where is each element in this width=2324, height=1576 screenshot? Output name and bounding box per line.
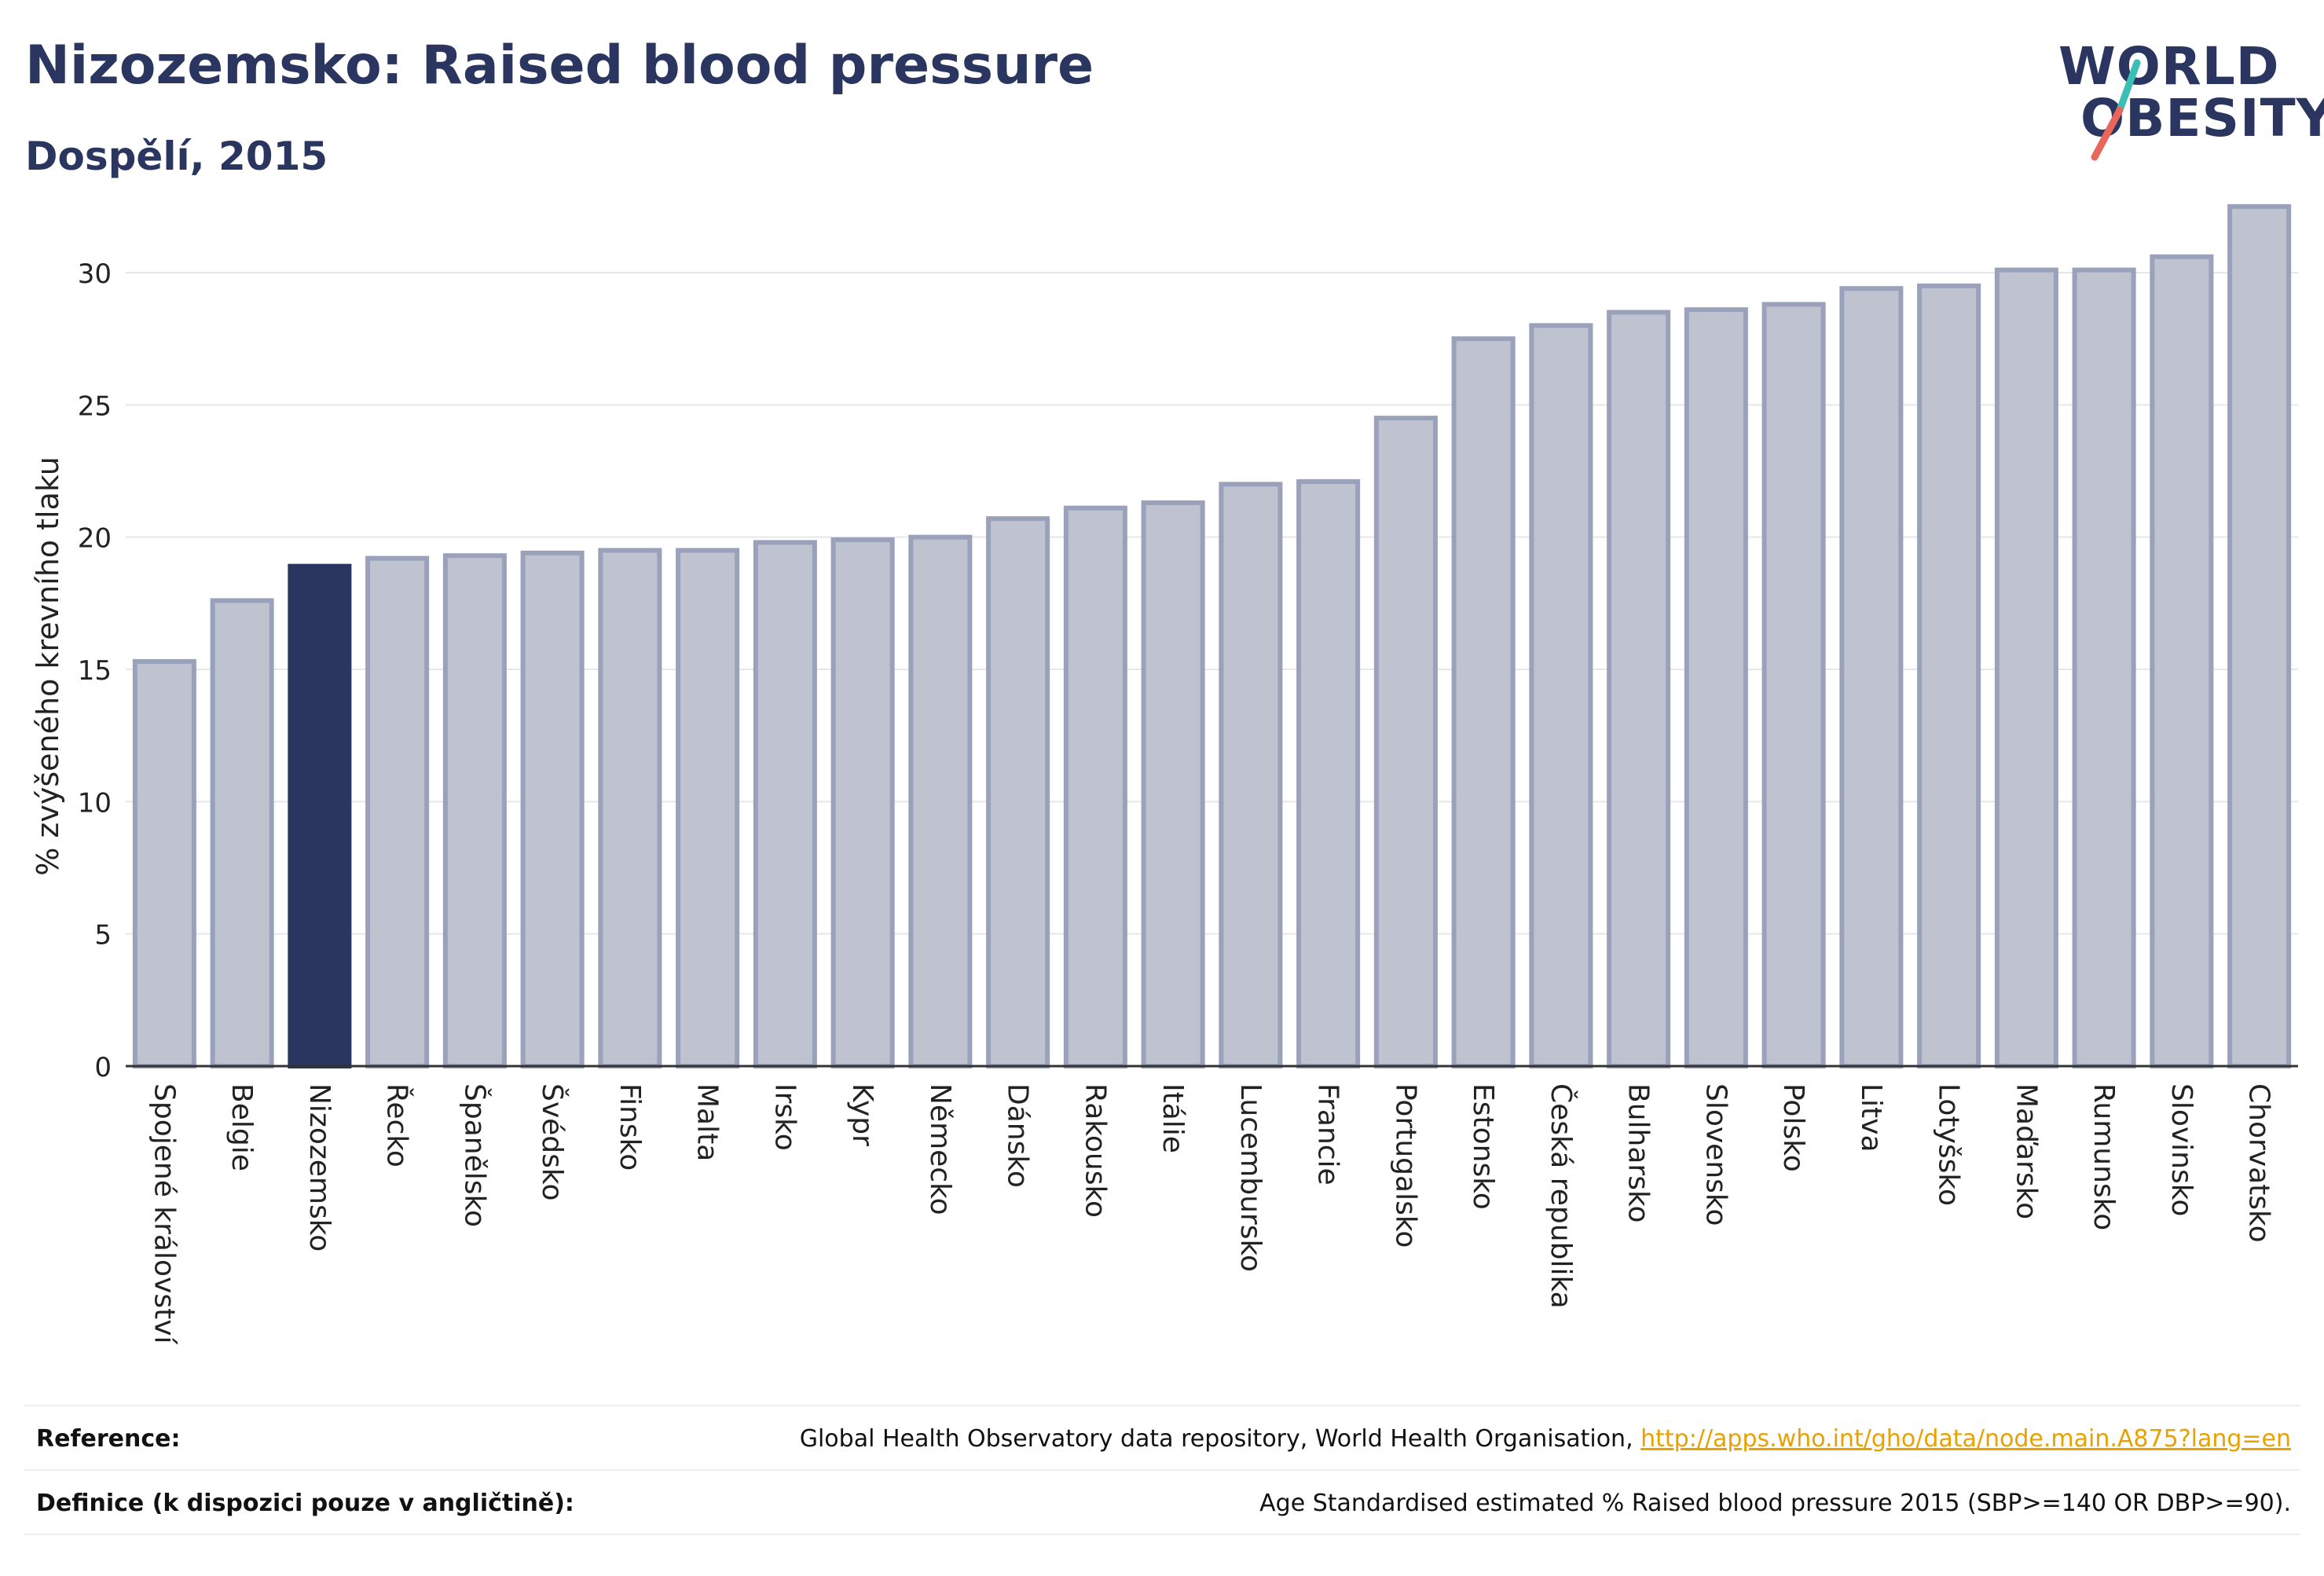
bar-5: [520, 550, 585, 1068]
x-tick-label: Dánsko: [1002, 1083, 1034, 1188]
x-tick-label: Lotyšsko: [1933, 1083, 1965, 1206]
bar-8: [753, 540, 817, 1068]
x-tick-label: Belgie: [225, 1083, 258, 1171]
chart-bars: [132, 203, 2292, 1069]
x-tick-label: Itálie: [1157, 1083, 1189, 1153]
x-tick-label: Estonsko: [1467, 1083, 1499, 1210]
reference-link[interactable]: http://apps.who.int/gho/data/node.main.A…: [1640, 1425, 2291, 1453]
y-axis-label: % zvýšeného krevního tlaku: [31, 456, 65, 876]
footer-divider-top: [24, 1405, 2300, 1406]
x-tick-label: Česká republika: [1545, 1083, 1578, 1309]
bar-27: [2227, 203, 2292, 1068]
x-tick-label: Slovinsko: [2165, 1083, 2198, 1216]
x-tick-label: Francie: [1312, 1083, 1344, 1186]
reference-value: Global Health Observatory data repositor…: [800, 1425, 2291, 1453]
bar-20: [1684, 307, 1748, 1068]
footer-divider-middle: [24, 1469, 2300, 1471]
logo-line-1: WORLD: [2058, 36, 2280, 97]
bar-9: [830, 537, 895, 1068]
bar-10: [908, 534, 973, 1068]
bar-13: [1141, 500, 1205, 1068]
y-tick-label: 20: [78, 523, 112, 555]
reference-text: Global Health Observatory data repositor…: [799, 1425, 1641, 1453]
bar-17: [1451, 336, 1516, 1068]
bar-12: [1063, 505, 1127, 1068]
bar-24: [1994, 267, 2058, 1068]
page-title: Nizozemsko: Raised blood pressure: [25, 35, 1094, 97]
world-obesity-logo: WORLD OBESITY: [2051, 31, 2324, 165]
x-tick-label: Lucembursko: [1234, 1083, 1266, 1272]
x-tick-label: Rumunsko: [2088, 1083, 2120, 1230]
reference-label: Reference:: [36, 1425, 181, 1453]
y-tick-label: 0: [94, 1052, 112, 1083]
bar-4: [442, 553, 507, 1068]
x-tick-label: Bulharsko: [1622, 1083, 1655, 1223]
bar-2: [288, 563, 352, 1068]
bar-16: [1373, 416, 1438, 1068]
bar-7: [676, 548, 740, 1068]
bar-18: [1529, 323, 1593, 1069]
x-tick-label: Slovensko: [1699, 1083, 1732, 1226]
x-tick-label: Řecko: [381, 1083, 414, 1167]
x-tick-label: Rakousko: [1079, 1083, 1111, 1218]
bar-21: [1761, 302, 1826, 1068]
bar-22: [1839, 286, 1904, 1068]
x-tick-label: Portugalsko: [1389, 1083, 1421, 1248]
x-tick-label: Spojené království: [148, 1083, 180, 1345]
x-tick-label: Maďarsko: [2010, 1083, 2042, 1219]
bar-0: [132, 658, 196, 1068]
bar-19: [1607, 310, 1671, 1068]
x-tick-label: Polsko: [1777, 1083, 1809, 1172]
y-tick-label: 10: [78, 787, 112, 819]
y-tick-label: 25: [78, 390, 112, 422]
x-tick-label: Irsko: [768, 1083, 801, 1151]
bar-chart: 0 5 10 15 20 25 30 Spojené království Belgie Niz…: [31, 203, 2298, 1345]
x-tick-label: Finsko: [614, 1083, 646, 1171]
x-tick-label: Kypr: [846, 1083, 878, 1146]
bar-3: [365, 555, 430, 1068]
x-tick-label: Chorvatsko: [2243, 1083, 2275, 1243]
bar-25: [2072, 267, 2136, 1068]
bar-11: [986, 516, 1050, 1068]
x-tick-label: Švédsko: [536, 1083, 569, 1201]
y-tick-label: 30: [78, 258, 112, 290]
bar-15: [1296, 478, 1361, 1068]
logo-slash-icon: [2091, 59, 2141, 161]
bar-26: [2150, 254, 2214, 1068]
y-tick-label: 5: [94, 920, 112, 951]
bar-23: [1917, 283, 1981, 1069]
definition-label: Definice (k dispozici pouze v angličtině…: [36, 1490, 574, 1517]
x-axis-labels: Spojené království Belgie Nizozemsko Řecko Š…: [148, 1083, 2275, 1345]
footer-divider-bottom: [24, 1534, 2300, 1535]
definition-value: Age Standardised estimated % Raised bloo…: [1259, 1490, 2291, 1517]
y-axis-ticks: 0 5 10 15 20 25 30: [78, 258, 112, 1083]
x-tick-label: Litva: [1855, 1083, 1887, 1153]
bar-6: [598, 548, 662, 1068]
bar-14: [1219, 482, 1283, 1068]
x-tick-label: Malta: [691, 1083, 724, 1161]
page-subtitle: Dospělí, 2015: [25, 134, 328, 179]
bar-1: [210, 598, 274, 1068]
x-tick-label: Španělsko: [458, 1083, 491, 1227]
x-tick-label: Německo: [924, 1083, 956, 1215]
x-tick-label: Nizozemsko: [303, 1083, 335, 1252]
y-tick-label: 15: [78, 655, 112, 687]
